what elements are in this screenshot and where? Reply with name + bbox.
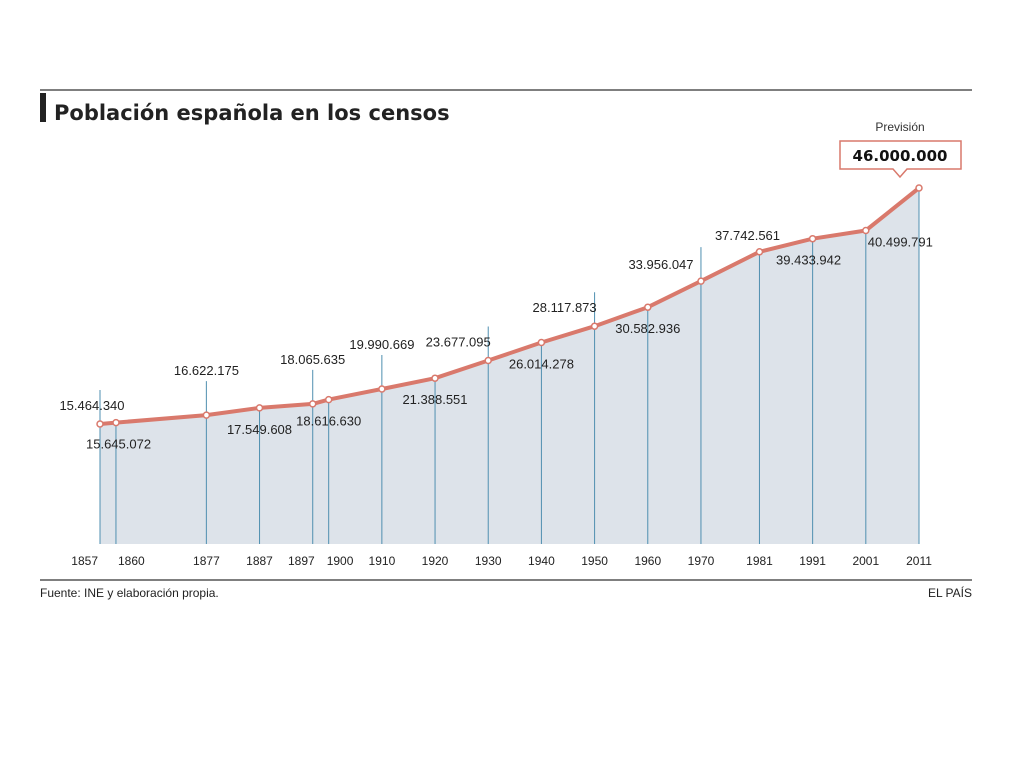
value-label-1940: 26.014.278 <box>509 357 574 372</box>
x-tick-1860: 1860 <box>118 554 145 568</box>
x-tick-1887: 1887 <box>246 554 273 568</box>
title-marker <box>40 93 46 122</box>
x-tick-1940: 1940 <box>528 554 555 568</box>
source-note: Fuente: INE y elaboración propia. <box>40 586 219 600</box>
value-labels: 15.464.340 15.645.072 16.622.175 17.549.608… <box>59 228 932 452</box>
value-label-1960: 30.582.936 <box>615 321 680 336</box>
x-tick-1960: 1960 <box>634 554 661 568</box>
data-point-1920 <box>431 374 439 382</box>
x-tick-1991: 1991 <box>799 554 826 568</box>
value-label-1930: 23.677.095 <box>426 335 491 350</box>
forecast-label: Previsión <box>875 120 924 134</box>
data-point-1960 <box>644 303 652 311</box>
value-label-1910: 19.990.669 <box>349 337 414 352</box>
drop-lines <box>99 188 920 544</box>
value-label-2001: 40.499.791 <box>868 235 933 250</box>
x-tick-1930: 1930 <box>475 554 502 568</box>
value-label-1877: 16.622.175 <box>174 363 239 378</box>
x-tick-1920: 1920 <box>422 554 449 568</box>
brand-name: EL PAÍS <box>928 585 972 600</box>
x-tick-2011: 2011 <box>906 554 932 568</box>
value-label-1920: 21.388.551 <box>402 392 467 407</box>
plot-area: 15.464.340 15.645.072 16.622.175 17.549.608… <box>59 184 933 568</box>
x-tick-2001: 2001 <box>852 554 879 568</box>
x-tick-1900: 1900 <box>327 554 354 568</box>
data-point-2011 <box>915 184 923 192</box>
data-point-1940 <box>537 338 546 347</box>
x-tick-1981: 1981 <box>746 554 773 568</box>
x-tick-1910: 1910 <box>369 554 396 568</box>
x-tick-1857: 1857 <box>71 554 98 568</box>
x-tick-1897: 1897 <box>288 554 315 568</box>
data-points <box>96 184 923 428</box>
data-point-1897 <box>308 400 317 408</box>
x-axis-ticks: 1857 1860 1877 1887 1897 1900 1910 1920 1930 1940… <box>71 554 932 568</box>
value-label-1950: 28.117.873 <box>533 300 597 315</box>
chart-title: Población española en los censos <box>54 101 450 125</box>
value-label-1991: 39.433.942 <box>776 253 841 268</box>
data-point-1981 <box>755 248 764 256</box>
forecast-callout: Previsión 46.000.000 <box>839 120 962 179</box>
data-point-1877 <box>202 411 211 419</box>
data-point-1991 <box>808 234 817 243</box>
data-point-2001 <box>862 226 870 235</box>
value-label-1970: 33.956.047 <box>628 257 693 272</box>
data-point-1900 <box>324 395 333 404</box>
data-point-1860 <box>112 418 120 427</box>
forecast-value: 46.000.000 <box>853 147 948 165</box>
data-point-1970 <box>697 277 705 285</box>
forecast-box <box>839 140 962 179</box>
x-tick-1950: 1950 <box>581 554 608 568</box>
value-label-1981: 37.742.561 <box>715 228 780 243</box>
data-point-1887 <box>255 404 264 412</box>
x-tick-1970: 1970 <box>688 554 715 568</box>
data-point-1857 <box>96 420 104 428</box>
data-point-1910 <box>378 385 386 393</box>
x-tick-1877: 1877 <box>193 554 220 568</box>
value-label-1857: 15.464.340 <box>59 398 124 413</box>
area-fill <box>100 188 919 544</box>
value-label-1887: 17.549.608 <box>227 422 292 437</box>
data-point-1930 <box>484 356 492 365</box>
value-label-1900: 18.616.630 <box>296 414 361 429</box>
value-label-1860: 15.645.072 <box>86 437 151 452</box>
value-label-1897: 18.065.635 <box>280 352 345 367</box>
data-point-1950 <box>590 322 599 330</box>
